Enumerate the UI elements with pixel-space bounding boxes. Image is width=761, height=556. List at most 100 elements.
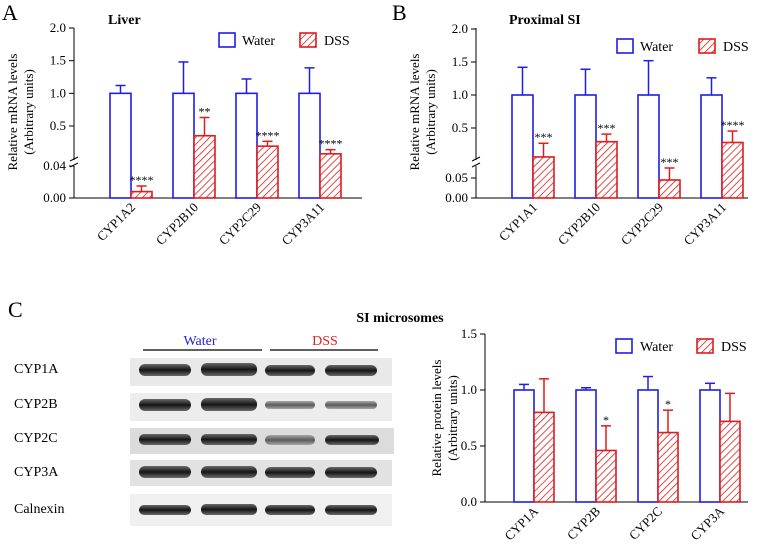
blot-strip-cyp1a — [130, 358, 392, 386]
chartA-ytick-label: 0.5 — [50, 118, 66, 133]
significance-CYP3A11: **** — [319, 137, 343, 151]
chart-liver: 0.000.040.51.01.52.0 ************** CYP1… — [5, 13, 362, 248]
bar-water-CYP1A — [513, 389, 535, 503]
bar-water-CYP2C29 — [235, 92, 258, 199]
bar-water-CYP2B — [575, 389, 597, 503]
category-label-CYP3A: CYP3A — [687, 503, 727, 543]
bar-dss-CYP2B10 — [595, 140, 618, 199]
bar-water-CYP2C — [637, 389, 659, 503]
chartA-ytick-label: 1.0 — [50, 85, 66, 100]
bar-water-CYP2B10 — [172, 92, 195, 199]
chartC-ytick-label: 0.0 — [461, 494, 477, 509]
bar-dss-CYP1A — [533, 411, 555, 503]
chartA-ytick-label: 1.5 — [50, 53, 66, 68]
bar-water-CYP3A11 — [700, 94, 723, 199]
chartC-ytick-label: 1.0 — [461, 382, 477, 397]
bar-dss-CYP3A — [719, 420, 741, 503]
chart-b-y-label: Relative mRNA levels (Arbitrary units) — [407, 54, 438, 171]
significance-CYP2B10: ** — [199, 105, 211, 119]
legend-water-label: Water — [242, 34, 275, 49]
significance-CYP1A2: **** — [130, 173, 154, 187]
category-label-CYP2C29: CYP2C29 — [618, 200, 666, 248]
legend-water-swatch — [615, 338, 633, 354]
bar-dss-CYP2B — [595, 449, 617, 503]
legend-dss-label: DSS — [721, 340, 747, 355]
legend-dss-swatch — [698, 38, 716, 54]
legend-water-swatch — [616, 38, 634, 54]
category-label-CYP2B: CYP2B — [564, 503, 603, 542]
blot-group-water: Water — [183, 334, 216, 349]
chartB-ytick-label: 1.0 — [452, 87, 468, 102]
legend-water-label: Water — [640, 40, 673, 55]
blot-label-cyp1a: CYP1A — [14, 362, 59, 377]
chart-a-ylabel-line2: (Arbitrary units) — [21, 69, 36, 155]
chartB-ytick-label: 2.0 — [452, 21, 468, 36]
bar-water-CYP2B10 — [574, 94, 597, 199]
chart-a-ylabel-line1: Relative mRNA levels — [5, 54, 20, 171]
category-label-CYP3A11: CYP3A11 — [279, 200, 328, 249]
bar-dss-CYP2C29 — [658, 179, 681, 199]
chart-c-y-label: Relative protein levels (Arbitrary units… — [429, 360, 460, 477]
category-label-CYP2C29: CYP2C29 — [216, 200, 264, 248]
chart-b-title: Proximal SI — [509, 13, 581, 28]
bar-dss-CYP2C — [657, 431, 679, 503]
legend-dss-label: DSS — [723, 40, 749, 55]
significance-CYP3A11: **** — [721, 118, 745, 132]
chart-a-legend: Water DSS — [218, 32, 350, 49]
chart-c-legend: Water DSS — [615, 338, 747, 355]
bar-dss-CYP3A11 — [721, 141, 744, 199]
category-label-CYP1A1: CYP1A1 — [496, 200, 540, 244]
legend-dss-label: DSS — [324, 34, 350, 49]
bar-dss-CYP3A11 — [319, 153, 342, 199]
category-label-CYP2B10: CYP2B10 — [555, 200, 603, 248]
chart-protein-levels: 0.0 0.5 1.0 1.5 * * CYP1A CYP2B CYP2C CYP3A Rel… — [429, 326, 748, 543]
chart-proximal-si: 0.000.050.51.01.52.0 ************* CYP1A… — [407, 13, 749, 248]
blot-strip-calnexin — [130, 494, 392, 526]
significance-CYP2C: * — [665, 397, 671, 411]
legend-dss-swatch — [696, 338, 714, 354]
blot-label-cyp3a: CYP3A — [14, 465, 59, 480]
legend-water-label: Water — [640, 340, 673, 355]
chart-c-ylabel-line1: Relative protein levels — [429, 360, 444, 477]
chart-c-ylabel-line2: (Arbitrary units) — [445, 375, 460, 461]
significance-CYP2B10: *** — [598, 121, 616, 135]
chartB-ytick-label: 1.5 — [452, 54, 468, 69]
blot-strip-cyp2b — [130, 393, 392, 421]
bar-water-CYP2C29 — [637, 94, 660, 199]
chartA-ytick-label: 0.04 — [43, 158, 66, 173]
bar-dss-CYP2C29 — [256, 145, 279, 199]
panel-letter-b: B — [392, 0, 407, 25]
category-label-CYP2B10: CYP2B10 — [153, 200, 201, 248]
chartB-ytick-label: 0.5 — [452, 120, 468, 135]
panel-c-title: SI microsomes — [356, 311, 444, 326]
chart-b-ylabel-line2: (Arbitrary units) — [423, 69, 438, 155]
legend-water-swatch — [218, 32, 236, 48]
bar-water-CYP3A11 — [298, 92, 321, 199]
chartC-ytick-label: 1.5 — [461, 326, 477, 341]
chart-b-legend: Water DSS — [616, 38, 749, 55]
chartA-ytick-label: 2.0 — [50, 20, 66, 35]
bar-dss-CYP1A2 — [130, 190, 153, 199]
category-label-CYP3A11: CYP3A11 — [681, 200, 730, 249]
significance-CYP2C29: *** — [661, 155, 679, 169]
western-blot: Water DSS CYP1A CYP2B CYP2C CYP3A Calnex… — [14, 334, 394, 526]
chart-b-ylabel-line1: Relative mRNA levels — [407, 54, 422, 171]
blot-group-dss: DSS — [312, 334, 338, 349]
bar-water-CYP3A — [699, 389, 721, 503]
category-label-CYP2C: CYP2C — [626, 504, 665, 543]
blot-strip-cyp3a — [130, 460, 392, 486]
chart-a-y-label: Relative mRNA levels (Arbitrary units) — [5, 54, 36, 171]
bar-dss-CYP2B10 — [193, 134, 216, 199]
chartB-ytick-label: 0.00 — [445, 190, 468, 205]
chartA-ytick-label: 0.00 — [43, 190, 66, 205]
chartB-ytick-label: 0.05 — [445, 170, 468, 185]
category-label-CYP1A2: CYP1A2 — [94, 200, 138, 244]
significance-CYP1A1: *** — [535, 130, 553, 144]
blot-label-calnexin: Calnexin — [14, 502, 65, 517]
bar-water-CYP1A1 — [511, 94, 534, 199]
chart-a-title: Liver — [108, 13, 141, 28]
panel-letter-c: C — [8, 297, 23, 322]
chartC-ytick-label: 0.5 — [461, 438, 477, 453]
legend-dss-swatch — [299, 32, 317, 48]
